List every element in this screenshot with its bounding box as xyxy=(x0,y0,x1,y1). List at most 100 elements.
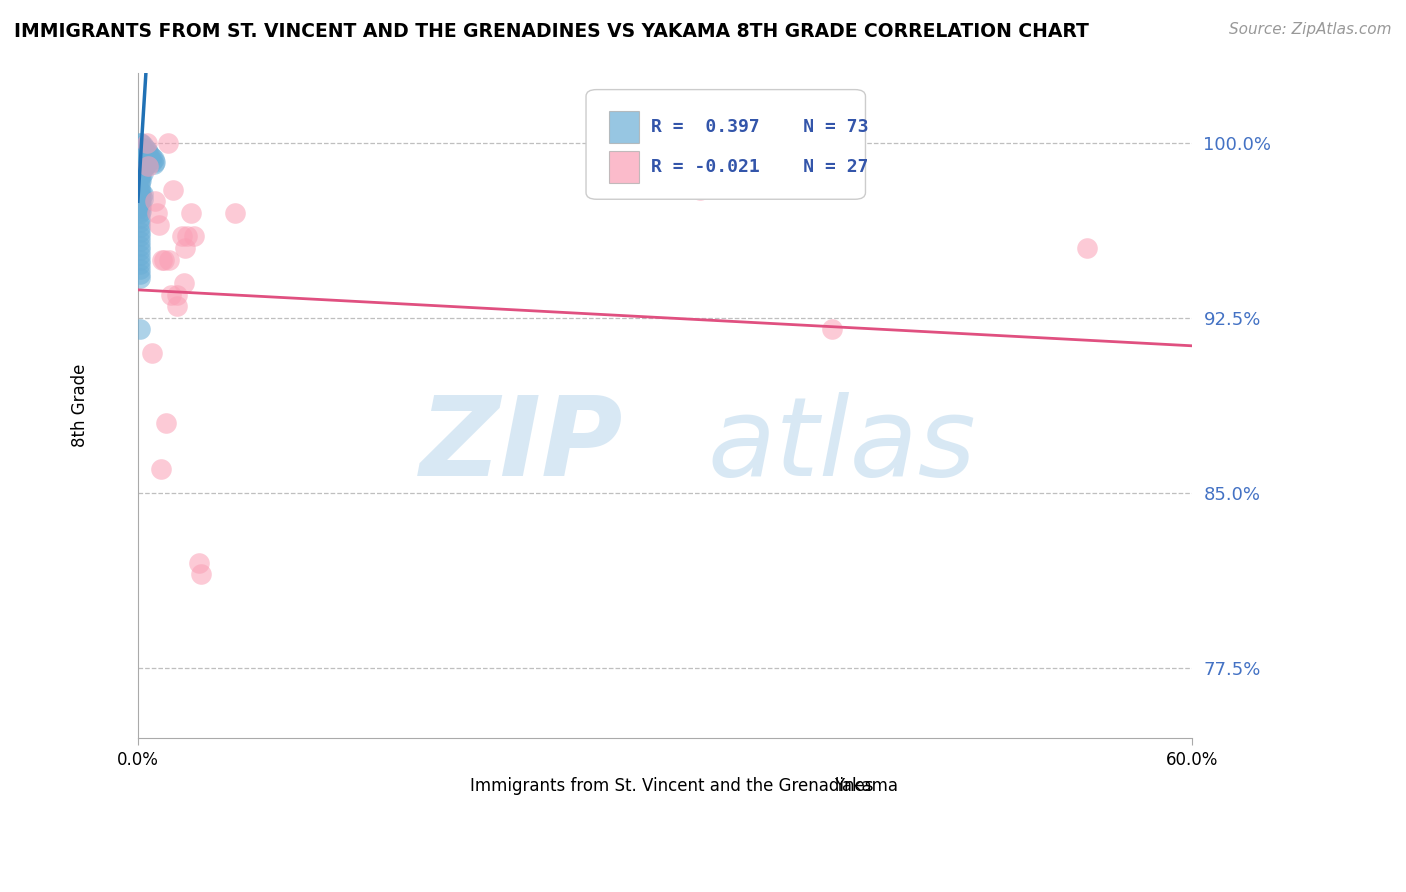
Point xyxy=(132,147,155,161)
Point xyxy=(128,211,150,225)
Point xyxy=(135,136,157,150)
Point xyxy=(128,257,150,271)
Point xyxy=(128,229,150,244)
Point xyxy=(134,159,156,173)
Point xyxy=(131,169,153,183)
Point xyxy=(190,567,212,582)
Point xyxy=(174,241,197,255)
Point xyxy=(132,143,155,157)
Point xyxy=(128,159,150,173)
Point xyxy=(142,153,165,167)
Point xyxy=(128,252,150,267)
Text: Source: ZipAtlas.com: Source: ZipAtlas.com xyxy=(1229,22,1392,37)
FancyBboxPatch shape xyxy=(586,89,866,199)
Point xyxy=(141,346,163,360)
Point xyxy=(141,154,163,169)
Point xyxy=(156,136,179,150)
Point xyxy=(128,183,150,197)
Point xyxy=(131,159,153,173)
Point xyxy=(183,229,205,244)
Point xyxy=(188,556,211,570)
Point xyxy=(135,153,157,167)
Point xyxy=(180,206,202,220)
Text: atlas: atlas xyxy=(707,392,976,499)
Point xyxy=(132,138,155,153)
Text: R =  0.397    N = 73: R = 0.397 N = 73 xyxy=(651,118,869,136)
Point xyxy=(152,252,174,267)
Text: Yakama: Yakama xyxy=(834,777,898,795)
Y-axis label: 8th Grade: 8th Grade xyxy=(72,364,89,447)
Point xyxy=(131,140,153,154)
Point xyxy=(132,187,155,202)
Point xyxy=(128,145,150,160)
Point xyxy=(128,150,150,164)
Point xyxy=(128,140,150,154)
Point xyxy=(128,225,150,239)
Point xyxy=(166,287,188,301)
Point xyxy=(128,322,150,336)
Point xyxy=(224,206,246,220)
Point xyxy=(131,185,153,199)
Point xyxy=(131,173,153,187)
Point xyxy=(135,147,157,161)
Point xyxy=(131,145,153,160)
Point xyxy=(148,218,170,232)
Point xyxy=(128,187,150,202)
Point xyxy=(138,154,160,169)
Point xyxy=(128,192,150,206)
Point xyxy=(821,322,844,336)
Point xyxy=(128,234,150,248)
Point xyxy=(145,154,167,169)
Point xyxy=(132,166,155,180)
Point xyxy=(128,154,150,169)
Point xyxy=(128,173,150,187)
Text: IMMIGRANTS FROM ST. VINCENT AND THE GRENADINES VS YAKAMA 8TH GRADE CORRELATION C: IMMIGRANTS FROM ST. VINCENT AND THE GREN… xyxy=(14,22,1088,41)
Point xyxy=(131,164,153,178)
Point xyxy=(131,199,153,213)
Point xyxy=(153,252,176,267)
Point xyxy=(128,169,150,183)
Point xyxy=(128,219,150,234)
Point xyxy=(145,194,167,209)
Point xyxy=(138,159,160,173)
Point xyxy=(128,178,150,192)
Point xyxy=(128,215,150,229)
Point xyxy=(128,206,150,220)
Text: R = -0.021    N = 27: R = -0.021 N = 27 xyxy=(651,158,869,176)
Point xyxy=(128,248,150,262)
Point xyxy=(162,183,184,197)
Point xyxy=(131,154,153,169)
Point xyxy=(132,157,155,171)
Point xyxy=(131,136,153,150)
Point xyxy=(138,150,160,164)
Point xyxy=(131,150,153,164)
Point xyxy=(135,143,157,157)
Point xyxy=(146,206,169,220)
Bar xyxy=(609,151,638,183)
Point xyxy=(131,194,153,209)
Point xyxy=(128,261,150,276)
Bar xyxy=(439,775,461,797)
Point xyxy=(134,140,156,154)
Point xyxy=(128,164,150,178)
Point xyxy=(131,203,153,218)
Point xyxy=(128,196,150,211)
Point xyxy=(139,153,162,167)
Point xyxy=(176,229,198,244)
Point xyxy=(160,287,183,301)
Point xyxy=(128,267,150,281)
Point xyxy=(128,136,150,150)
Bar xyxy=(803,775,825,797)
Point xyxy=(128,201,150,215)
Point xyxy=(141,150,163,164)
Point xyxy=(149,462,172,476)
Text: ZIP: ZIP xyxy=(419,392,623,499)
Point xyxy=(138,145,160,160)
Point xyxy=(139,147,162,161)
Point xyxy=(128,244,150,258)
Point xyxy=(128,271,150,285)
Point xyxy=(134,154,156,169)
Point xyxy=(142,157,165,171)
Point xyxy=(132,153,155,167)
Point xyxy=(128,238,150,252)
